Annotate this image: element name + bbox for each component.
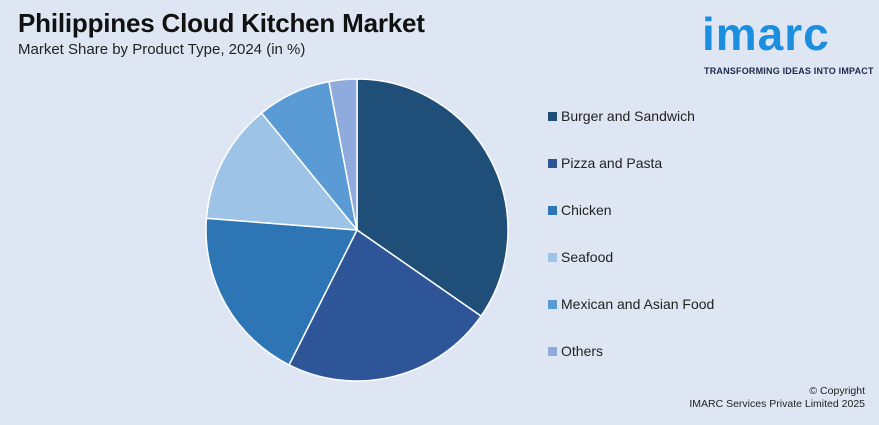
legend-label: Others — [561, 343, 604, 359]
chart-title: Philippines Cloud Kitchen Market — [18, 8, 425, 38]
copyright-line: © Copyright — [809, 385, 865, 397]
legend-label: Burger and Sandwich — [561, 108, 695, 124]
legend-swatch — [548, 112, 557, 121]
legend-swatch — [548, 300, 557, 309]
pie-slice-chicken — [205, 217, 359, 366]
pie-chart — [205, 78, 509, 382]
copyright-notice: © Copyright IMARC Services Private Limit… — [689, 385, 865, 411]
pie-slice-others — [328, 78, 358, 231]
legend-label: Mexican and Asian Food — [561, 296, 715, 312]
legend-label: Pizza and Pasta — [561, 155, 663, 171]
chart-subtitle: Market Share by Product Type, 2024 (in %… — [18, 41, 306, 58]
pie-slice-burger-and-sandwich — [356, 78, 509, 318]
legend-swatch — [548, 253, 557, 262]
legend-swatch — [548, 347, 557, 356]
pie-slice-seafood — [205, 111, 359, 231]
logo-wordmark: imarc — [702, 8, 830, 60]
copyright-holder: IMARC Services Private Limited 2025 — [689, 398, 865, 410]
imarc-logo: imarc TRANSFORMING IDEAS INTO IMPACT — [702, 8, 874, 80]
legend-swatch — [548, 206, 557, 215]
pie-slices — [205, 78, 509, 382]
logo-tagline: TRANSFORMING IDEAS INTO IMPACT — [704, 66, 874, 76]
pie-slice-pizza-and-pasta — [288, 228, 483, 382]
legend-label: Seafood — [561, 249, 614, 265]
legend-swatch — [548, 159, 557, 168]
legend-label: Chicken — [561, 202, 612, 218]
